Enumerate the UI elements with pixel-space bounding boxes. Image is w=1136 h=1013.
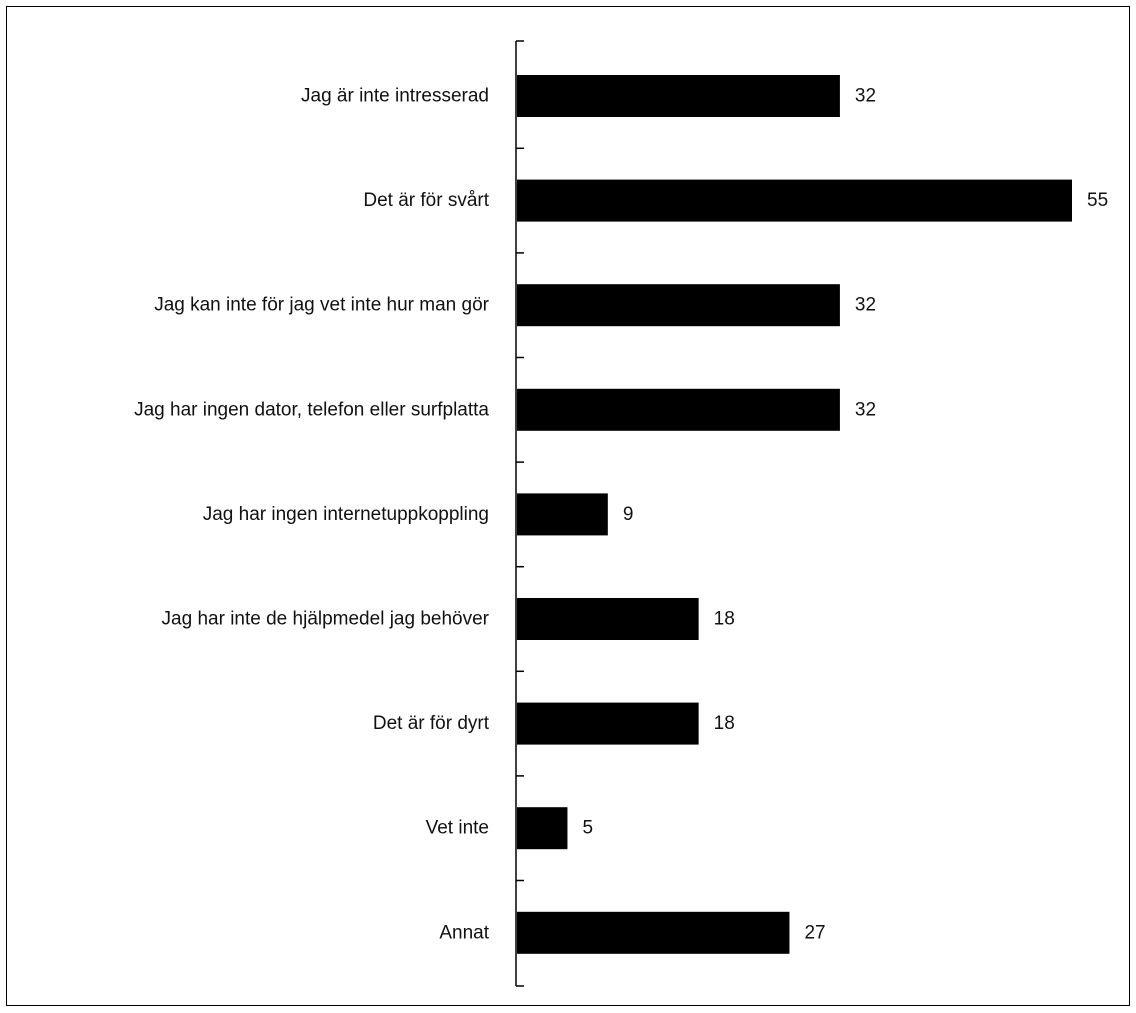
category-label: Jag är inte intresserad [301, 86, 489, 107]
chart-border [6, 6, 1130, 1006]
bar [517, 179, 1072, 222]
data-label: 55 [1087, 190, 1108, 211]
category-label: Jag har inte de hjälpmedel jag behöver [162, 609, 490, 630]
category-label: Det är för dyrt [373, 713, 490, 734]
bar [517, 911, 790, 954]
data-label: 18 [714, 713, 735, 734]
bar [517, 598, 699, 640]
data-label: 18 [714, 609, 735, 630]
category-axis [515, 40, 524, 987]
data-label: 32 [855, 86, 876, 107]
data-label: 5 [582, 818, 593, 839]
data-label: 32 [855, 295, 876, 316]
bar [517, 702, 699, 745]
category-label: Vet inte [426, 818, 489, 839]
bar [517, 388, 840, 431]
bar [517, 807, 568, 850]
category-label: Annat [439, 922, 489, 943]
bar [517, 75, 840, 117]
data-labels: 32 55 32 32 9 18 18 5 27 [582, 86, 1108, 944]
bar [517, 284, 840, 327]
data-label: 32 [855, 399, 876, 420]
bar [517, 493, 608, 536]
category-label: Jag har ingen internetuppkoppling [203, 504, 489, 525]
category-label: Det är för svårt [363, 190, 489, 211]
data-label: 27 [804, 922, 825, 943]
bars [517, 75, 1072, 954]
category-label: Jag kan inte för jag vet inte hur man gö… [154, 295, 489, 316]
data-label: 9 [623, 504, 634, 525]
category-label: Jag har ingen dator, telefon eller surfp… [134, 399, 489, 420]
category-labels: Jag är inte intresserad Det är för svårt J… [134, 86, 490, 944]
